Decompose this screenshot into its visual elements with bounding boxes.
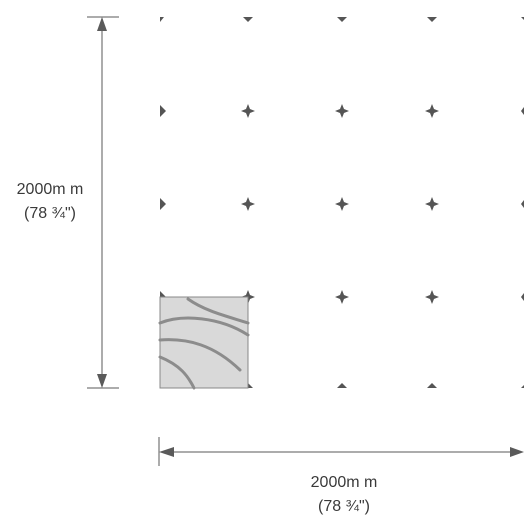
- arrowhead-down: [97, 374, 107, 388]
- vertical-dimension-imperial: (78 ¾"): [24, 205, 76, 222]
- grid-marker: [243, 17, 253, 22]
- grid-marker: [425, 290, 439, 304]
- horizontal-dimension-metric: 2000m m: [311, 474, 378, 491]
- grid-marker: [337, 17, 347, 22]
- arrowhead-right: [510, 447, 524, 457]
- arrowhead-left: [159, 447, 174, 457]
- grid-marker: [335, 290, 349, 304]
- tile: [158, 296, 250, 390]
- vertical-dimension-metric: 2000m m: [17, 181, 84, 198]
- grid-marker: [427, 383, 437, 388]
- tile-wave-line: [158, 338, 242, 372]
- grid-marker: [521, 293, 524, 301]
- grid-marker: [521, 107, 524, 115]
- grid-marker: [521, 385, 524, 388]
- grid-marker: [425, 197, 439, 211]
- grid-marker: [521, 200, 524, 208]
- tile-wave-line: [158, 355, 196, 390]
- grid-marker: [337, 383, 347, 388]
- grid-marker: [425, 104, 439, 118]
- grid-marker: [427, 17, 437, 22]
- grid-marker: [160, 198, 166, 210]
- grid-marker: [160, 105, 166, 117]
- tile-wave-line: [158, 316, 250, 337]
- grid-marker: [521, 17, 524, 20]
- horizontal-dimension-imperial: (78 ¾"): [318, 498, 370, 515]
- arrowhead-up: [97, 17, 107, 31]
- tile-body: [159, 296, 249, 389]
- grid-marker: [241, 197, 255, 211]
- grid-marker: [241, 104, 255, 118]
- tile-wave-pattern: [158, 297, 250, 390]
- tile-wave-line: [186, 297, 250, 325]
- horizontal-dimension: 2000m m (78 ¾"): [158, 437, 524, 515]
- grid-marker: [335, 104, 349, 118]
- vertical-dimension: 2000m m (78 ¾"): [17, 16, 119, 389]
- grid-marker: [160, 17, 164, 22]
- grid-marker: [335, 197, 349, 211]
